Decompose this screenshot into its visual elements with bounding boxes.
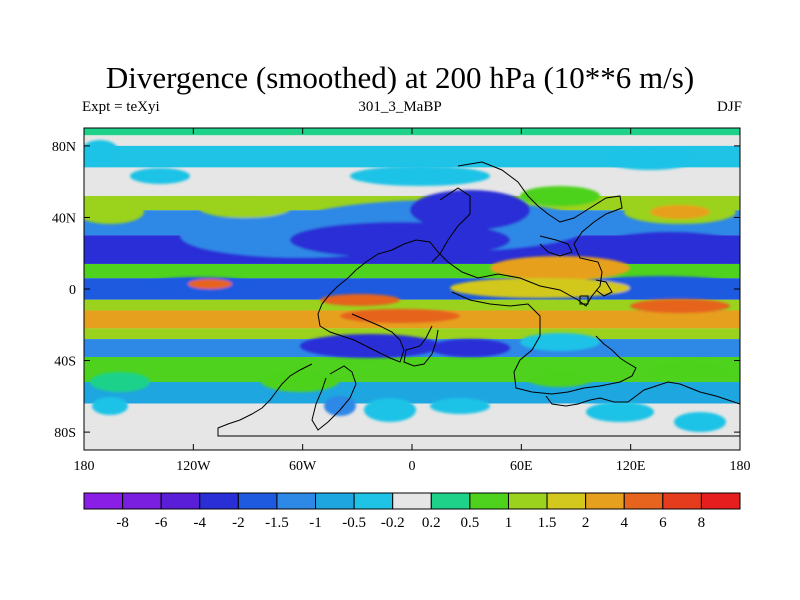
coastlines: [217, 161, 740, 437]
blob: [84, 140, 118, 160]
x-tick-label: 120E: [616, 459, 646, 474]
coastline: [431, 187, 471, 263]
blob: [650, 205, 710, 219]
blob: [230, 411, 310, 429]
blob: [364, 398, 416, 422]
blob: [430, 398, 490, 414]
colorbar-label: 1: [505, 515, 513, 531]
y-tick-label: 0: [69, 283, 76, 298]
colorbar-swatch: [546, 492, 587, 510]
blob: [84, 200, 144, 224]
blob: [586, 402, 654, 422]
colorbar-label: 0.2: [422, 515, 441, 531]
coastline: [451, 291, 637, 395]
colorbar-label: 1.5: [538, 515, 557, 531]
blob: [606, 150, 694, 170]
blob: [320, 294, 400, 306]
colorbar-label: -0.2: [381, 515, 405, 531]
colorbar-swatch: [353, 492, 394, 510]
colorbar-swatch: [315, 492, 355, 510]
colorbar-swatch: [662, 492, 702, 510]
colorbar-label: -0.5: [342, 515, 366, 531]
y-axis: 80N 40N 0 40S 80S: [52, 140, 740, 441]
colorbar-swatch: [507, 492, 548, 510]
colorbar-label: 2: [582, 515, 590, 531]
y-tick-label: 40N: [52, 211, 76, 226]
field-band: [84, 382, 740, 404]
colorbar-swatch: [700, 492, 741, 510]
coastline: [403, 325, 439, 367]
blob: [324, 396, 356, 416]
x-axis: 180 120W 60W 0 60E 120E 180: [74, 128, 751, 474]
blob: [90, 372, 150, 392]
chart-title: Divergence (smoothed) at 200 hPa (10**6 …: [105, 60, 695, 95]
coastline: [595, 279, 613, 297]
colorbar-swatch: [469, 492, 509, 510]
colorbar-swatch: [122, 492, 162, 510]
colorbar-label: 0.5: [461, 515, 480, 531]
colorbar-swatch: [430, 492, 471, 510]
colorbar-label: -1.5: [265, 515, 289, 531]
colorbar-label: -6: [155, 515, 168, 531]
blob: [340, 309, 460, 323]
colorbar-swatch: [199, 492, 239, 510]
y-tick-label: 80N: [52, 140, 76, 155]
colorbar-label: -4: [194, 515, 207, 531]
blob: [300, 334, 440, 358]
x-tick-label: 60W: [289, 459, 317, 474]
blob: [450, 278, 630, 298]
colorbar-label: -8: [116, 515, 129, 531]
field-band: [84, 145, 740, 168]
colorbar-swatch: [392, 492, 432, 510]
field-band: [84, 328, 740, 340]
field-band: [84, 263, 740, 279]
colorbar: -8 -6 -4 -2 -1.5 -1 -0.5 -0.2 0.2 0.5 1 1.5 2 4 6 8: [83, 492, 741, 531]
blob: [490, 256, 630, 280]
x-tick-label: 180: [730, 459, 751, 474]
y-tick-label: 40S: [54, 355, 76, 370]
blob: [526, 369, 594, 387]
colorbar-label: 4: [620, 515, 628, 531]
field-layer: [84, 128, 740, 450]
colorbar-swatch: [237, 492, 278, 510]
blob: [630, 299, 730, 313]
x-tick-label: 180: [74, 459, 95, 474]
field-band: [84, 356, 740, 383]
y-tick-label: 80S: [54, 426, 76, 441]
blob: [520, 333, 600, 351]
colorbar-swatch: [83, 492, 124, 510]
blob: [350, 166, 490, 186]
field-band: [84, 299, 740, 311]
x-tick-label: 120W: [176, 459, 211, 474]
blob: [92, 397, 128, 415]
blob: [520, 186, 600, 206]
coastline: [311, 365, 357, 431]
coastline: [217, 363, 740, 437]
blob: [600, 232, 740, 260]
coastline: [317, 161, 623, 363]
colorbar-label: 6: [659, 515, 667, 531]
blob: [260, 368, 340, 392]
blob: [188, 279, 232, 289]
blob: [674, 412, 726, 432]
x-tick-label: 60E: [510, 459, 533, 474]
coastline: [579, 295, 589, 305]
colorbar-label: 8: [698, 515, 706, 531]
blob: [130, 168, 190, 184]
colorbar-swatch: [160, 492, 201, 510]
run-label: 301_3_MaBP: [358, 99, 442, 115]
colorbar-swatch: [585, 492, 625, 510]
season-label: DJF: [716, 99, 742, 115]
coastline: [539, 235, 573, 257]
experiment-label: Expt = teXyi: [82, 99, 160, 115]
colorbar-label: -1: [309, 515, 322, 531]
colorbar-swatch: [276, 492, 317, 510]
colorbar-label: -2: [232, 515, 245, 531]
x-tick-label: 0: [409, 459, 416, 474]
blob: [199, 198, 291, 218]
blob: [430, 339, 510, 357]
blob: [644, 360, 736, 380]
colorbar-swatch: [623, 492, 664, 510]
